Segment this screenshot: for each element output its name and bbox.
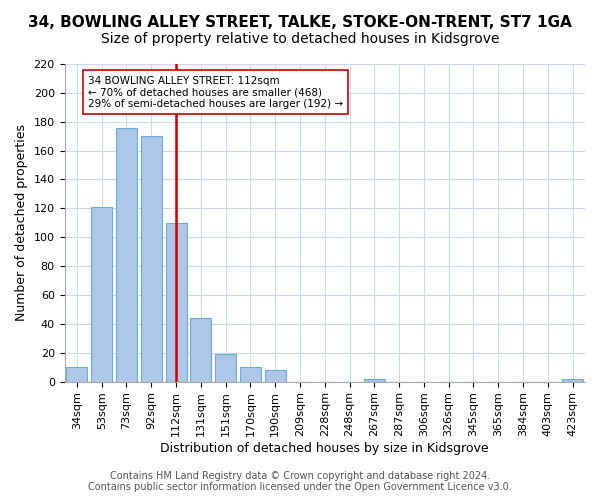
- Bar: [364, 378, 385, 382]
- Bar: [166, 223, 187, 382]
- Text: 34, BOWLING ALLEY STREET, TALKE, STOKE-ON-TRENT, ST7 1GA: 34, BOWLING ALLEY STREET, TALKE, STOKE-O…: [28, 15, 572, 30]
- Bar: [141, 136, 162, 382]
- Y-axis label: Number of detached properties: Number of detached properties: [15, 124, 28, 322]
- Bar: [562, 378, 583, 382]
- Bar: [240, 367, 261, 382]
- Text: Contains HM Land Registry data © Crown copyright and database right 2024.
Contai: Contains HM Land Registry data © Crown c…: [88, 471, 512, 492]
- Bar: [91, 207, 112, 382]
- Bar: [215, 354, 236, 382]
- Text: Size of property relative to detached houses in Kidsgrove: Size of property relative to detached ho…: [101, 32, 499, 46]
- Bar: [265, 370, 286, 382]
- Bar: [190, 318, 211, 382]
- Bar: [67, 367, 88, 382]
- Bar: [116, 128, 137, 382]
- Text: 34 BOWLING ALLEY STREET: 112sqm
← 70% of detached houses are smaller (468)
29% o: 34 BOWLING ALLEY STREET: 112sqm ← 70% of…: [88, 76, 343, 108]
- X-axis label: Distribution of detached houses by size in Kidsgrove: Distribution of detached houses by size …: [160, 442, 489, 455]
